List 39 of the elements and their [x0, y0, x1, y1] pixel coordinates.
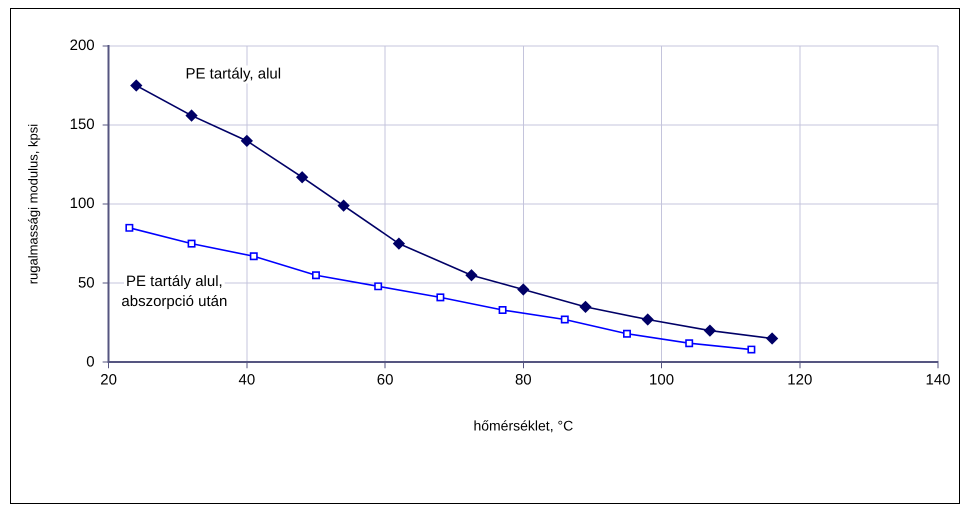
x-axis-title: hőmérséklet, °C [473, 417, 574, 434]
point [130, 80, 142, 92]
y-axis-title: rugalmassági modulus, kpsi [25, 124, 40, 284]
point [296, 171, 308, 184]
point [374, 282, 382, 290]
point [436, 293, 444, 302]
point [188, 240, 196, 248]
point [393, 238, 405, 250]
point [498, 306, 507, 314]
point [623, 330, 631, 338]
y-tick-label: 0 [86, 353, 95, 370]
x-tick-label: 140 [925, 371, 951, 388]
point [125, 224, 134, 232]
x-tick-label: 100 [649, 371, 674, 388]
series-label: PE tartály alul, abszorpció után [121, 272, 228, 310]
point [186, 110, 198, 122]
x-tick-label: 80 [514, 371, 532, 388]
point [704, 324, 716, 336]
point [518, 284, 530, 296]
x-tick-label: 40 [238, 371, 256, 388]
y-tick-label: 150 [70, 116, 95, 134]
point [685, 339, 694, 348]
y-tick-label: 200 [70, 37, 95, 54]
point [580, 301, 592, 313]
point [560, 316, 569, 324]
y-tick-label: 50 [78, 274, 95, 292]
x-tick-label: 60 [376, 371, 394, 388]
point [642, 314, 654, 326]
point [466, 269, 478, 282]
x-tick-label: 20 [100, 371, 117, 388]
y-tick-label: 100 [70, 195, 95, 212]
point [747, 346, 756, 354]
series-label: PE tartály, alul [185, 66, 282, 83]
point [241, 135, 253, 147]
x-tick-label: 120 [787, 371, 812, 388]
point [312, 271, 320, 280]
point [250, 252, 258, 260]
point [338, 200, 350, 212]
point [766, 332, 778, 344]
